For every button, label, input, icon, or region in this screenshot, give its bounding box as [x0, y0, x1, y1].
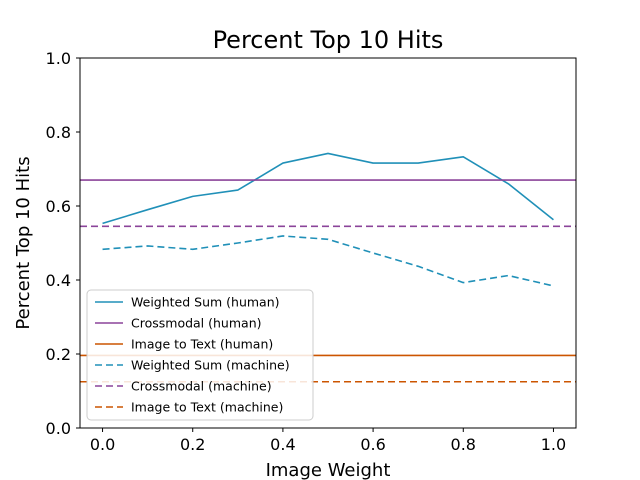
series-weighted-sum-machine — [102, 235, 554, 287]
y-axis-label: Percent Top 10 Hits — [13, 156, 34, 329]
y-tick-label: 0.4 — [46, 271, 71, 290]
legend-label: Weighted Sum (machine) — [131, 358, 290, 373]
x-tick-label: 0.0 — [90, 435, 115, 454]
legend-label: Weighted Sum (human) — [131, 295, 280, 310]
y-tick-label: 0.8 — [46, 123, 71, 142]
y-tick-label: 0.6 — [46, 197, 71, 216]
plot-frame — [79, 57, 577, 429]
y-tick-label: 0.2 — [46, 345, 71, 364]
x-tick-label: 0.2 — [180, 435, 205, 454]
y-tick-label: 1.0 — [46, 49, 71, 68]
x-tick-label: 0.6 — [360, 435, 385, 454]
y-tick-label: 0.0 — [46, 419, 71, 438]
legend-label: Image to Text (machine) — [131, 400, 283, 415]
legend: Weighted Sum (human) Crossmodal (human) Im… — [86, 289, 314, 421]
tick-layer: 0.0 0.2 0.4 0.6 0.8 1.0 0.0 0.2 0.4 0.6 0.8 1.0 — [46, 49, 567, 454]
legend-label: Crossmodal (machine) — [131, 379, 272, 394]
chart-title: Percent Top 10 Hits — [213, 26, 444, 54]
legend-box — [86, 289, 314, 421]
x-tick-label: 1.0 — [541, 435, 566, 454]
x-tick-label: 0.8 — [451, 435, 476, 454]
x-tick-label: 0.4 — [270, 435, 295, 454]
legend-label: Image to Text (human) — [131, 337, 273, 352]
legend-label: Crossmodal (human) — [131, 316, 262, 331]
series-weighted-sum-human — [102, 152, 554, 225]
x-axis-label: Image Weight — [266, 460, 391, 480]
